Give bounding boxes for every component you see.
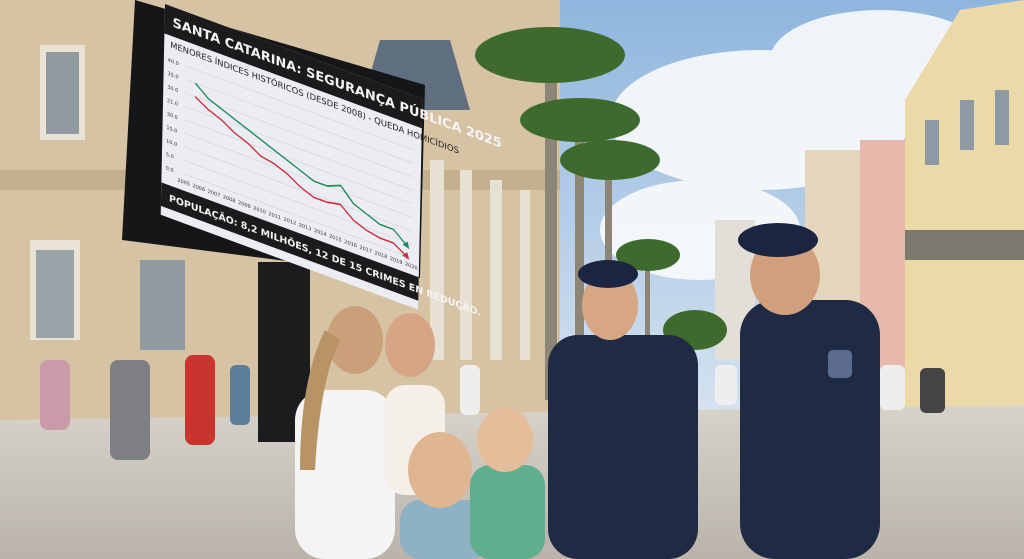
series-line-0 [194,82,407,246]
x-tick-label: 2010 [253,205,266,215]
y-tick-label: 15.0 [166,125,177,135]
x-tick-label: 2011 [268,211,281,221]
billboard-chart: 40.035.030.021.030.015.010.05.00.0200520… [166,57,418,271]
series-line-1 [194,96,407,257]
gridline [183,160,412,245]
x-tick-label: 2008 [223,194,236,204]
y-tick-label: 35.0 [168,71,179,81]
y-tick-label: 30.0 [167,84,178,94]
gridline [185,92,413,178]
y-tick-label: 30.0 [167,111,178,121]
x-tick-label: 2020 [405,261,418,271]
palm-trees [475,27,727,400]
y-tick-label: 10.0 [166,138,177,148]
police-badge [828,350,852,378]
billboard-screen: SANTA CATARINA: SEGURANÇA PÚBLICA 2025 M… [160,4,502,319]
police-officers [548,223,880,559]
y-tick-label: 40.0 [168,57,179,67]
gridline [184,133,413,218]
x-tick-label: 2005 [177,177,190,187]
gridline [185,79,414,164]
arrow-head [402,241,410,250]
right-buildings [715,0,1024,420]
x-tick-label: 2013 [299,222,312,232]
arrow-head [402,252,410,260]
x-tick-label: 2017 [359,245,372,255]
y-tick-label: 0.0 [166,165,174,174]
background-pedestrians [40,355,945,460]
x-tick-label: 2015 [329,233,342,243]
x-tick-label: 2009 [238,200,251,210]
x-tick-label: 2016 [344,239,357,249]
x-tick-label: 2014 [314,228,327,238]
x-tick-label: 2019 [390,256,403,266]
y-tick-label: 5.0 [166,152,174,161]
family [295,306,545,559]
gridline [183,173,412,258]
x-tick-label: 2018 [375,250,388,260]
x-tick-label: 2006 [192,183,205,193]
x-tick-label: 2007 [208,189,221,199]
gridline [184,146,412,231]
x-tick-label: 2012 [284,217,297,227]
gridline [184,119,413,205]
y-tick-label: 21.0 [167,98,178,108]
gridline [185,65,414,151]
